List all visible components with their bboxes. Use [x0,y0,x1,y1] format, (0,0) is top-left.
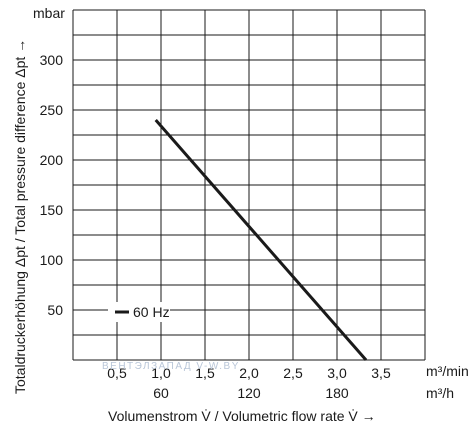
y-tick-labels: 50 100 150 200 250 300 [40,52,64,318]
x-unit-secondary: m³/h [426,385,454,401]
x-tick-label-primary: 3,5 [371,365,391,381]
chart-grid [72,9,426,361]
x-tick-labels-secondary: 60 120 180 [153,385,349,401]
x-tick-label-primary: 2,5 [283,365,303,381]
y-tick-label: 150 [40,202,64,218]
y-tick-label: 200 [40,152,64,168]
series-layer [154,119,368,361]
x-unit-primary: m³/min [426,363,469,379]
x-axis-title: Volumenstrom V̇ / Volumetric flow rate V… [108,408,376,424]
watermark-text: ВЕНТЭЛЗАПАД V-W.BY [102,361,240,372]
y-tick-label: 100 [40,252,64,268]
legend: 60 Hz [108,302,170,322]
x-tick-label-primary: 1,5 [195,365,215,381]
legend-background [108,302,170,322]
series-line-60hz [154,119,368,361]
y-tick-label: 300 [40,52,64,68]
x-tick-label-secondary: 180 [325,385,349,401]
y-tick-label: 250 [40,102,64,118]
x-tick-label-primary: 3,0 [327,365,347,381]
x-tick-labels-primary: 0,5 1,0 1,5 2,0 2,5 3,0 3,5 [107,365,391,381]
x-tick-label-secondary: 120 [237,385,261,401]
x-tick-label-primary: 1,0 [151,365,171,381]
y-tick-label: 50 [47,302,63,318]
y-axis-title: Totaldruckerhöhung Δpt / Total pressure … [12,39,28,394]
legend-label: 60 Hz [133,304,170,320]
x-tick-label-primary: 0,5 [107,365,127,381]
x-tick-label-secondary: 60 [153,385,169,401]
y-unit-label: mbar [33,5,65,21]
x-tick-label-primary: 2,0 [239,365,259,381]
